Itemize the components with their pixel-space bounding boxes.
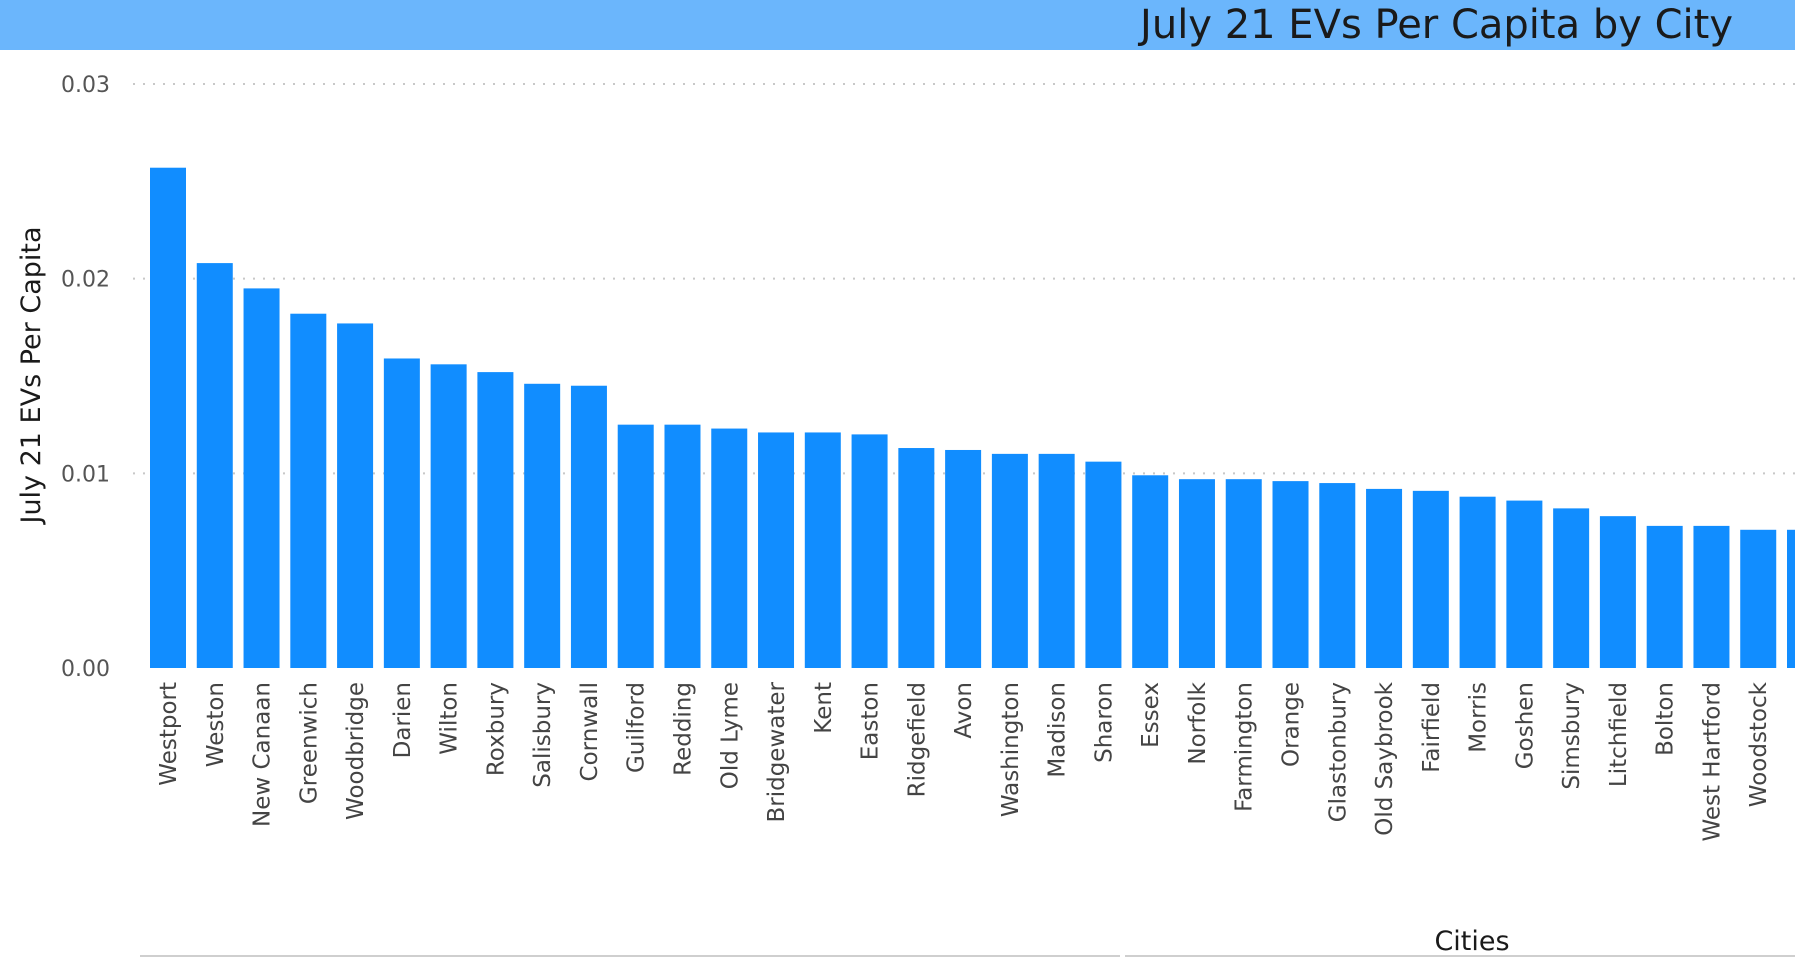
x-tick-label: Woodbridge	[343, 682, 369, 820]
x-tick-label: Ridgefield	[904, 682, 930, 797]
bar[interactable]	[430, 364, 467, 668]
x-tick-label: Madison	[1045, 682, 1071, 778]
x-tick-label: Farmington	[1232, 682, 1258, 812]
y-axis-title: July 21 EVs Per Capita	[16, 226, 47, 525]
scrollbar-track-right[interactable]	[1125, 955, 1795, 957]
bar[interactable]	[1132, 475, 1169, 668]
x-tick-label: Guilford	[624, 682, 650, 773]
x-tick-label: Kent	[811, 682, 837, 734]
x-tick-label: Simsbury	[1559, 682, 1585, 790]
bar[interactable]	[1553, 508, 1590, 668]
bar[interactable]	[383, 358, 420, 668]
x-tick-label: Avon	[951, 682, 977, 739]
bar[interactable]	[1038, 453, 1075, 668]
x-tick-label: Darien	[390, 682, 416, 758]
x-tick-label: Easton	[858, 682, 884, 760]
bar[interactable]	[1412, 490, 1449, 668]
x-tick-label: Essex	[1138, 682, 1164, 748]
x-tick-label: Old Lyme	[717, 682, 743, 789]
y-tick-label: 0.00	[61, 657, 110, 682]
bar[interactable]	[1740, 529, 1777, 668]
bar[interactable]	[1272, 481, 1309, 668]
bar[interactable]	[196, 263, 233, 668]
bar[interactable]	[337, 323, 374, 668]
bar[interactable]	[1085, 461, 1122, 668]
x-tick-label: Roxbury	[483, 682, 509, 776]
x-tick-label: Salisbury	[530, 682, 556, 788]
x-axis-title: Cities	[1434, 926, 1509, 957]
x-tick-label: Norfolk	[1185, 681, 1211, 764]
x-tick-label: Old Saybrook	[1372, 681, 1398, 835]
x-tick-label: Cornwall	[577, 682, 603, 781]
bar[interactable]	[991, 453, 1028, 668]
scrollbar-track[interactable]	[140, 955, 1120, 957]
x-axis-ticks: Westport Weston New Canaan Greenwich Woodbri…	[156, 681, 1795, 841]
y-tick-label: 0.03	[61, 73, 110, 98]
x-tick-label: Redding	[670, 682, 696, 776]
bar[interactable]	[617, 424, 654, 668]
bar[interactable]	[524, 383, 561, 668]
bar[interactable]	[570, 385, 607, 668]
x-tick-label: Bridgewater	[764, 681, 790, 822]
y-tick-label: 0.01	[61, 462, 110, 487]
x-tick-label: Westport	[156, 682, 182, 786]
x-tick-label: Litchfield	[1606, 682, 1632, 787]
x-tick-label: Bethany	[1793, 682, 1795, 778]
bar[interactable]	[243, 288, 280, 668]
x-tick-label: Washington	[998, 682, 1024, 817]
x-tick-label: Orange	[1279, 682, 1305, 767]
x-tick-label: Wilton	[437, 682, 463, 755]
gridlines	[133, 83, 1795, 475]
bar[interactable]	[1646, 525, 1683, 668]
x-tick-label: Morris	[1466, 682, 1492, 753]
bar[interactable]	[1366, 488, 1403, 668]
y-axis-ticks: 0.00 0.01 0.02 0.03	[61, 73, 110, 682]
chart-title: July 21 EVs Per Capita by City	[1140, 2, 1733, 48]
x-tick-label: Woodstock	[1746, 681, 1772, 807]
y-tick-label: 0.02	[61, 268, 110, 293]
bar[interactable]	[758, 432, 795, 668]
bar[interactable]	[1459, 496, 1496, 668]
x-tick-label: Glastonbury	[1325, 682, 1351, 822]
x-tick-label: Bolton	[1653, 682, 1679, 756]
bar[interactable]	[1787, 529, 1795, 668]
bar[interactable]	[945, 449, 982, 668]
x-tick-label: Fairfield	[1419, 682, 1445, 773]
bar[interactable]	[851, 434, 888, 668]
bar[interactable]	[290, 313, 327, 668]
bar[interactable]	[898, 448, 935, 668]
x-tick-label: New Canaan	[250, 682, 276, 827]
x-tick-label: Goshen	[1512, 682, 1538, 769]
x-tick-label: Weston	[203, 682, 229, 767]
bar[interactable]	[804, 432, 841, 668]
x-tick-label: Greenwich	[296, 682, 322, 804]
bar[interactable]	[1599, 516, 1636, 668]
bar[interactable]	[477, 372, 514, 668]
bar[interactable]	[1225, 479, 1262, 668]
bar[interactable]	[711, 428, 748, 668]
bar[interactable]	[1693, 525, 1730, 668]
bar[interactable]	[1178, 479, 1215, 668]
bar[interactable]	[1319, 483, 1356, 668]
bar[interactable]	[664, 424, 701, 668]
x-tick-label: Sharon	[1091, 682, 1117, 763]
title-bar: July 21 EVs Per Capita by City	[0, 0, 1795, 50]
bar[interactable]	[1506, 500, 1543, 668]
x-tick-label: West Hartford	[1699, 682, 1725, 842]
bar[interactable]	[150, 167, 186, 668]
bars	[150, 167, 1795, 668]
